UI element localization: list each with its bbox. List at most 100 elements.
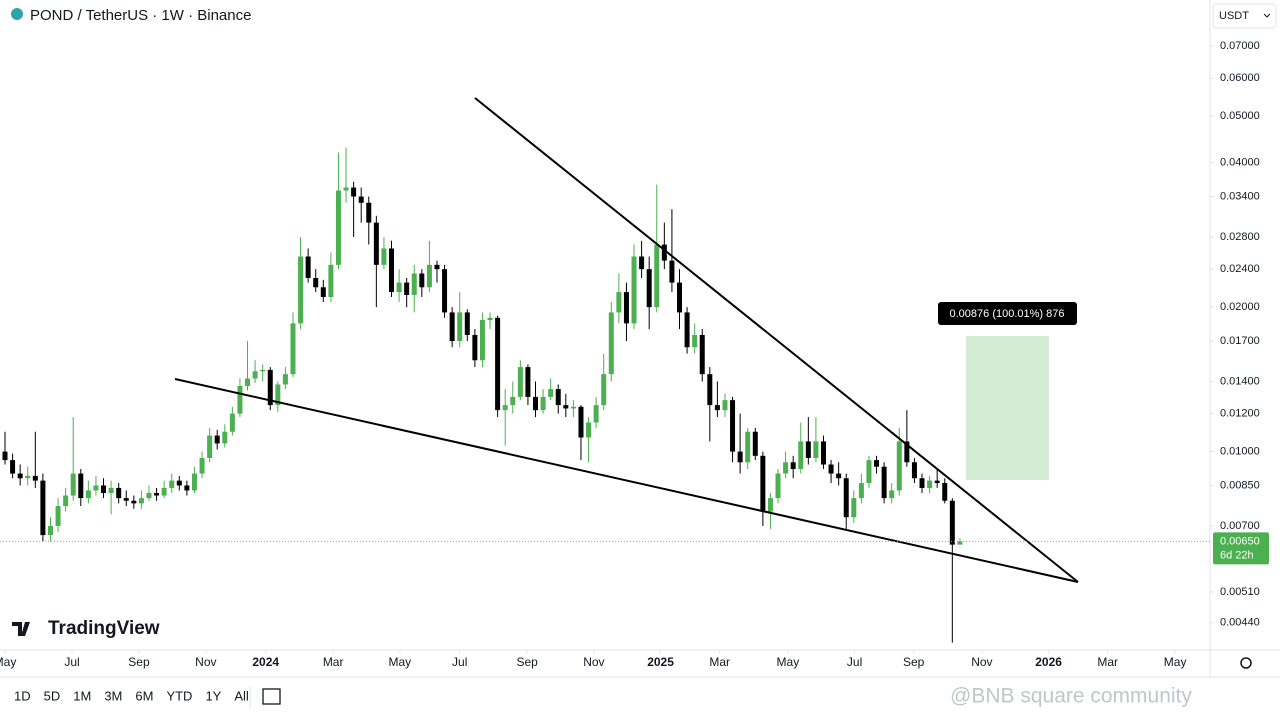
candle-body [154, 492, 160, 496]
countdown: 6d 22h [1220, 549, 1254, 561]
x-tick-label: 2025 [647, 655, 674, 669]
candle-body [502, 405, 508, 411]
x-tick-label: Jul [452, 655, 467, 669]
x-tick-label: May [777, 655, 800, 669]
candle-body [843, 478, 849, 518]
candle-body [851, 498, 857, 518]
candle-body [525, 367, 531, 397]
candle-body [881, 466, 887, 499]
currency-button[interactable] [1212, 3, 1277, 29]
dropdown-icon [1263, 13, 1271, 18]
candle-body [714, 405, 720, 411]
settings-icon[interactable] [1240, 657, 1252, 669]
candle-body [442, 269, 448, 313]
candle-body [32, 475, 38, 481]
candle-body [176, 480, 182, 486]
x-tick-label: Nov [583, 655, 604, 669]
candle-body [775, 473, 781, 499]
candle-body [858, 483, 864, 499]
range-button[interactable]: YTD [166, 688, 192, 703]
candle-body [540, 396, 546, 411]
candle-body [942, 483, 948, 501]
candle-body [191, 473, 197, 491]
candle-body [275, 384, 281, 406]
symbol-icon [11, 8, 23, 20]
candle-body [47, 525, 53, 536]
candle-body [457, 312, 463, 342]
candle-body [434, 264, 440, 270]
candle-body [578, 406, 584, 438]
candle-body [919, 478, 925, 488]
candle-body [820, 441, 826, 465]
candle-body [78, 473, 84, 499]
x-tick-label: Nov [195, 655, 216, 669]
candle-body [146, 492, 152, 499]
logo-icon [12, 622, 30, 636]
candle-body [828, 464, 834, 474]
candle-body [783, 462, 789, 474]
candle-body [260, 369, 266, 372]
x-tick-label: Mar [323, 655, 344, 669]
range-button[interactable]: 6M [135, 688, 153, 703]
candle-body [396, 282, 402, 293]
y-tick-label: 0.04000 [1220, 157, 1260, 169]
candle-body [646, 269, 652, 308]
candle-body [798, 441, 804, 469]
candle-body [639, 256, 645, 270]
x-tick-label: May [1164, 655, 1187, 669]
candle-body [343, 187, 349, 191]
x-tick-label: Mar [709, 655, 730, 669]
candle-body [730, 400, 736, 452]
currency[interactable]: USDT [1219, 10, 1249, 22]
candle-body [116, 487, 122, 499]
candle-body [805, 441, 811, 458]
y-tick-label: 0.06000 [1220, 72, 1260, 84]
candle-body [449, 312, 455, 342]
range-button[interactable]: All [234, 688, 249, 703]
candle-body [290, 323, 296, 375]
candle-body [17, 473, 23, 479]
plot-area [2, 147, 963, 643]
candle-body [934, 480, 940, 484]
range-button[interactable]: 1D [14, 688, 31, 703]
x-tick-label: Sep [516, 655, 538, 669]
y-tick-label: 0.00440 [1220, 617, 1260, 629]
candle-body [245, 378, 251, 386]
y-tick-label: 0.00700 [1220, 520, 1260, 532]
x-tick-label: Mar [1097, 655, 1118, 669]
candle-body [464, 312, 470, 335]
calendar-icon[interactable] [262, 688, 281, 705]
candle-body [563, 405, 569, 409]
candle-body [555, 389, 561, 406]
candle-body [313, 278, 319, 288]
candle-body [267, 369, 273, 406]
candle-body [63, 495, 69, 507]
candle-body [927, 480, 933, 488]
candle-body [282, 374, 288, 385]
range-button[interactable]: 1Y [205, 688, 221, 703]
y-tick-label: 0.02800 [1220, 231, 1260, 243]
target-box [966, 336, 1049, 480]
candle-body [93, 485, 99, 491]
candle-body [745, 431, 751, 463]
candle-body [10, 460, 16, 474]
range-button[interactable]: 1M [73, 688, 91, 703]
candle-body [836, 473, 842, 479]
candle-body [184, 485, 190, 491]
candle-body [101, 485, 107, 493]
candle-body [874, 460, 880, 467]
annotation: 0.00876 (100.01%) 876 [950, 308, 1065, 320]
trend-line [174, 378, 1079, 583]
range-button[interactable]: 3M [104, 688, 122, 703]
candle-body [616, 292, 622, 313]
candle-body [199, 457, 205, 474]
candle-body [411, 273, 417, 295]
candle-body [381, 248, 387, 265]
candle-body [790, 462, 796, 469]
x-tick-label: Sep [903, 655, 925, 669]
candle-body [692, 334, 698, 348]
candle-body [161, 487, 167, 496]
y-tick-label: 0.00510 [1220, 586, 1260, 598]
range-button[interactable]: 5D [44, 688, 61, 703]
